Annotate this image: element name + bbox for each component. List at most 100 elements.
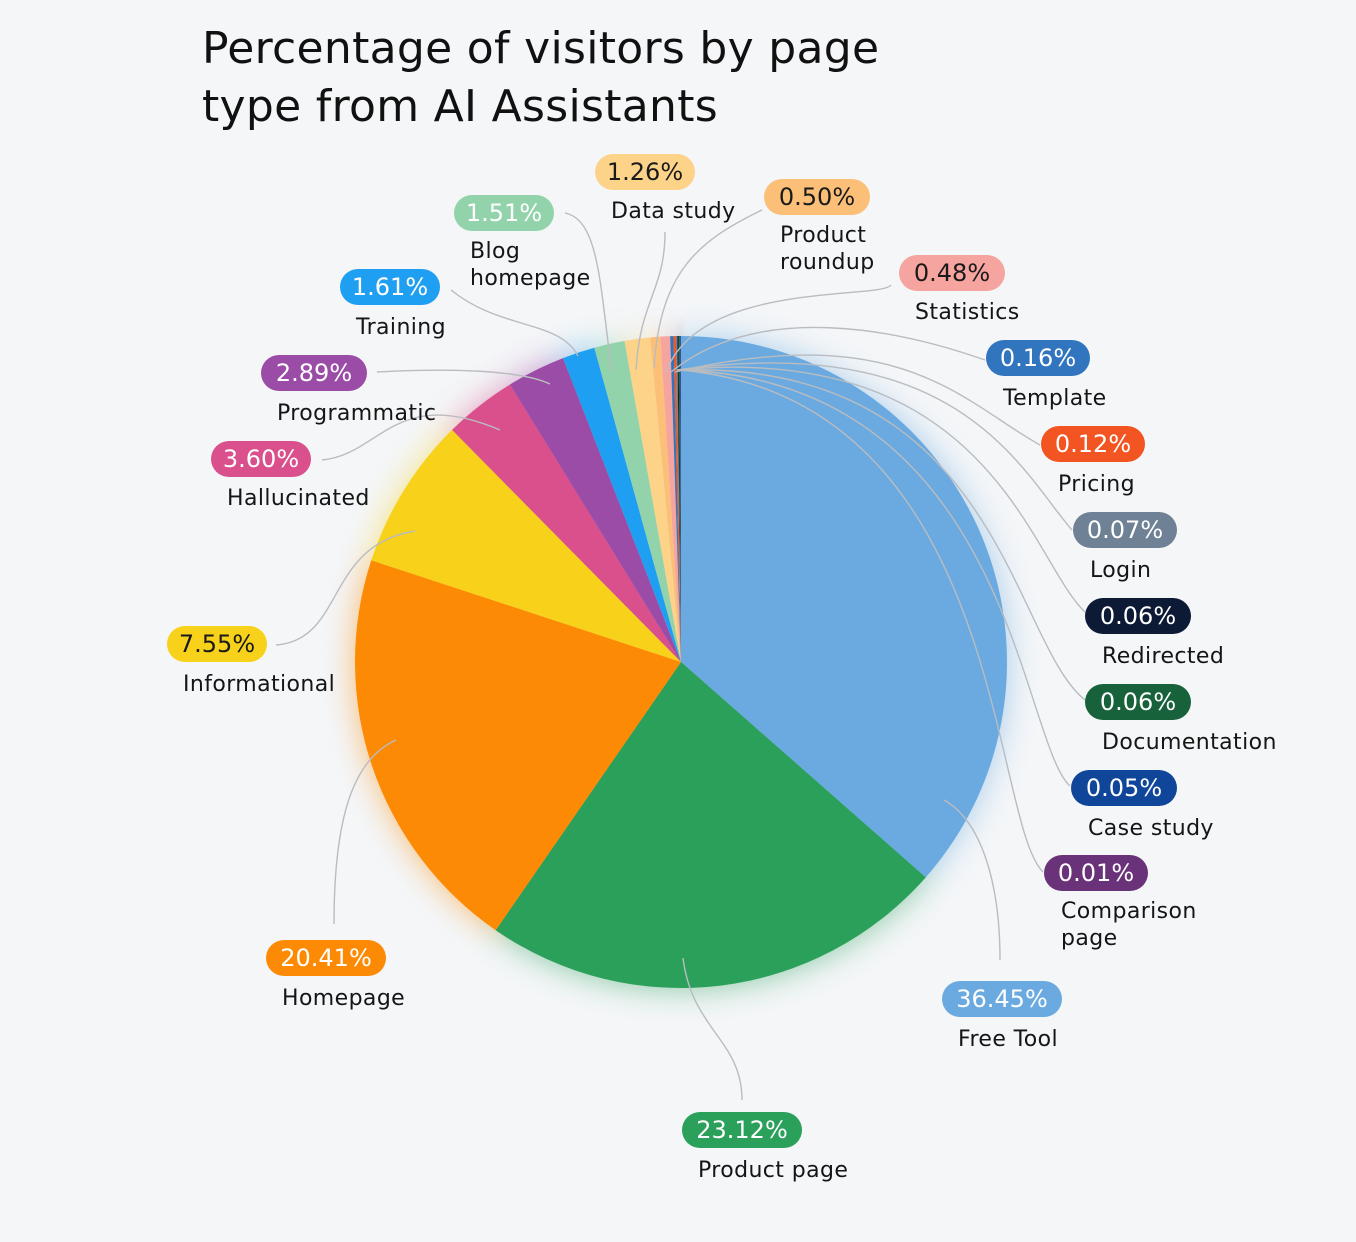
value-badge-informational	[167, 626, 267, 662]
leader-line-homepage	[333, 739, 397, 925]
pie-slice-informational	[371, 429, 681, 662]
leader-line-free-tool	[943, 799, 1001, 961]
leader-line-redirected	[677, 366, 1086, 613]
value-label-hallucinated: 3.60%	[223, 445, 299, 473]
value-badge-free-tool	[942, 981, 1062, 1017]
value-badge-redirected	[1085, 598, 1191, 634]
slice-label-data-study: 1.26% Data study	[595, 154, 736, 224]
pie-slice-product-page	[495, 662, 926, 989]
slice-label-login: 0.07% Login	[1073, 512, 1177, 583]
leader-line-documentation	[678, 369, 1086, 701]
pie-slice-redirected	[677, 336, 681, 662]
category-label-training: Training	[355, 315, 446, 340]
pie-slice-free-tool	[681, 336, 1007, 878]
leader-line-template	[670, 326, 986, 373]
leader-lines	[275, 209, 1086, 1101]
value-label-login: 0.07%	[1087, 516, 1163, 544]
value-badge-template	[986, 340, 1090, 376]
value-label-informational: 7.55%	[179, 630, 255, 658]
value-label-training: 1.61%	[352, 273, 428, 301]
pie-slice-programmatic	[510, 358, 681, 662]
category-label-documentation: Documentation	[1102, 730, 1277, 755]
slice-label-redirected: 0.06% Redirected	[1085, 598, 1224, 669]
value-label-pricing: 0.12%	[1055, 430, 1131, 458]
category-label-programmatic: Programmatic	[277, 401, 436, 426]
value-label-template: 0.16%	[1000, 344, 1076, 372]
value-badge-comparison-page	[1044, 855, 1148, 891]
leader-line-product-page	[682, 957, 743, 1101]
category-label-comparison-page: Comparison page	[1061, 899, 1197, 951]
category-label-login: Login	[1090, 558, 1151, 583]
category-label-product-roundup: Product roundup	[780, 223, 875, 275]
pie-slice-documentation	[678, 336, 681, 662]
pie-slice-blog-homepage	[594, 340, 681, 662]
leader-line-hallucinated	[321, 414, 501, 461]
slice-label-product-page: 23.12% Product page	[682, 1112, 848, 1183]
pie-slice-training	[562, 347, 681, 662]
category-label-pricing: Pricing	[1058, 472, 1135, 497]
value-badge-case-study	[1071, 770, 1177, 806]
leader-line-programmatic	[376, 369, 551, 385]
value-badge-documentation	[1085, 684, 1191, 720]
value-label-homepage: 20.41%	[280, 944, 372, 972]
value-label-comparison-page: 0.01%	[1058, 859, 1134, 887]
value-badge-pricing	[1041, 426, 1145, 462]
value-label-documentation: 0.06%	[1100, 688, 1176, 716]
value-label-programmatic: 2.89%	[276, 359, 352, 387]
slice-label-case-study: 0.05% Case study	[1071, 770, 1213, 841]
value-badge-training	[340, 269, 440, 305]
value-badge-blog-homepage	[454, 195, 554, 231]
category-label-statistics: Statistics	[915, 300, 1020, 325]
slice-label-programmatic: 2.89% Programmatic	[261, 355, 436, 426]
slice-label-free-tool: 36.45% Free Tool	[942, 981, 1062, 1052]
leader-line-data-study	[635, 231, 666, 371]
leader-line-blog-homepage	[564, 212, 613, 373]
slice-label-blog-homepage: 1.51% Blog homepage	[454, 195, 591, 291]
leader-line-pricing	[674, 354, 1041, 446]
pie-slice-statistics	[660, 336, 681, 662]
leader-line-statistics	[665, 284, 892, 373]
slice-label-documentation: 0.06% Documentation	[1085, 684, 1277, 755]
leader-line-login	[676, 362, 1073, 531]
leader-line-informational	[275, 530, 416, 646]
category-label-blog-homepage: Blog homepage	[470, 239, 591, 291]
value-label-redirected: 0.06%	[1100, 602, 1176, 630]
category-label-hallucinated: Hallucinated	[227, 486, 370, 511]
value-badge-statistics	[899, 255, 1005, 291]
pie-slice-login	[675, 336, 681, 662]
category-label-template: Template	[1002, 386, 1107, 411]
value-label-blog-homepage: 1.51%	[466, 199, 542, 227]
slice-labels: 36.45% Free Tool 23.12% Product page 20.41% H…	[167, 154, 1277, 1183]
slice-label-pricing: 0.12% Pricing	[1041, 426, 1145, 497]
value-label-product-page: 23.12%	[696, 1116, 788, 1144]
pie-slice-case-study	[679, 335, 681, 662]
pie-slice-homepage	[355, 560, 681, 931]
category-label-informational: Informational	[183, 672, 335, 697]
slice-label-statistics: 0.48% Statistics	[899, 255, 1020, 325]
value-label-data-study: 1.26%	[607, 158, 683, 186]
slice-label-homepage: 20.41% Homepage	[266, 940, 405, 1011]
leader-line-case-study	[679, 369, 1071, 787]
leader-line-product-roundup	[653, 209, 763, 369]
pie-slice-data-study	[624, 337, 681, 662]
category-label-homepage: Homepage	[282, 986, 405, 1011]
slice-label-hallucinated: 3.60% Hallucinated	[211, 441, 370, 511]
value-badge-data-study	[595, 154, 695, 190]
value-badge-hallucinated	[211, 441, 311, 477]
value-badge-homepage	[266, 940, 386, 976]
value-badge-product-roundup	[764, 179, 870, 215]
value-badge-programmatic	[261, 355, 367, 391]
leader-line-training	[450, 289, 579, 357]
leader-line-comparison-page	[680, 369, 1044, 873]
pie-slice-template	[670, 336, 681, 662]
category-label-data-study: Data study	[611, 199, 736, 224]
category-label-redirected: Redirected	[1102, 644, 1224, 669]
slice-label-product-roundup: 0.50% Product roundup	[764, 179, 875, 275]
value-label-free-tool: 36.45%	[956, 985, 1048, 1013]
slice-label-comparison-page: 0.01% Comparison page	[1044, 855, 1197, 951]
pie-slices	[355, 335, 1007, 989]
category-label-product-page: Product page	[698, 1158, 848, 1183]
slice-label-informational: 7.55% Informational	[167, 626, 335, 697]
category-label-free-tool: Free Tool	[958, 1027, 1058, 1052]
